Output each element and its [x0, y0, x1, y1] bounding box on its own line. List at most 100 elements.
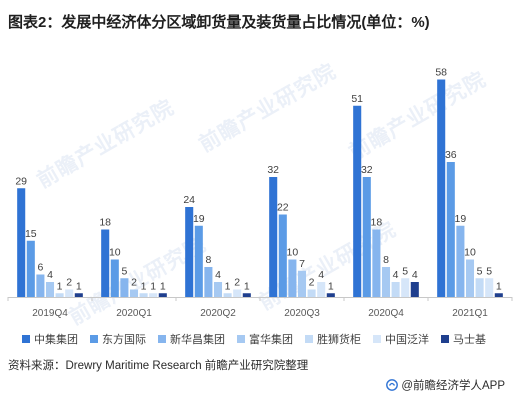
bar: [465, 259, 475, 297]
legend-swatch: [441, 335, 449, 343]
legend-swatch: [373, 335, 381, 343]
data-label: 5: [121, 265, 127, 277]
bar: [446, 162, 455, 297]
data-label: 18: [371, 217, 383, 229]
chart-legend: 中集集团 东方国际 新华昌集团 富华集团 胜狮货柜 中国泛洋 马士基: [22, 331, 486, 347]
credit-text: @前瞻经济学人APP: [401, 380, 505, 392]
data-label: 5: [477, 265, 483, 277]
data-label: 24: [183, 194, 195, 206]
x-tick-label: 2020Q4: [368, 308, 404, 319]
legend-label: 马士基: [453, 334, 486, 346]
data-label: 6: [37, 262, 43, 274]
bar: [317, 282, 326, 297]
bar: [410, 282, 419, 297]
bar: [233, 289, 242, 297]
x-tick-label: 2020Q2: [200, 308, 236, 319]
data-source-note: 资料来源：Drewry Maritime Research 前瞻产业研究院整理: [8, 360, 309, 372]
data-label: 19: [193, 213, 205, 225]
data-label: 4: [318, 269, 324, 281]
data-label: 2: [234, 277, 240, 289]
data-label: 10: [464, 247, 476, 259]
legend-item: 中集集团: [22, 331, 78, 347]
data-label: 22: [277, 202, 289, 214]
bar: [65, 289, 74, 297]
bar: [129, 289, 139, 297]
legend-label: 胜狮货柜: [317, 334, 361, 346]
legend-item: 富华集团: [237, 331, 293, 347]
legend-label: 东方国际: [102, 334, 146, 346]
data-label: 2: [66, 277, 72, 289]
data-label: 58: [435, 67, 447, 79]
chart-title: 图表2：发展中经济体分区域卸货量及装货量占比情况(单位：%): [8, 14, 430, 31]
bar: [185, 207, 194, 297]
bar: [213, 282, 223, 297]
bar: [242, 293, 251, 297]
legend-swatch: [90, 335, 98, 343]
legend-item: 马士基: [441, 331, 486, 347]
data-label: 5: [486, 265, 492, 277]
x-tick-label: 2019Q4: [32, 308, 68, 319]
bar: [485, 278, 494, 297]
data-label: 1: [76, 280, 82, 292]
bar: [326, 293, 335, 297]
legend-label: 中国泛洋: [385, 334, 429, 346]
bar: [456, 225, 465, 297]
bar: [391, 282, 400, 297]
data-label: 2: [309, 277, 315, 289]
data-label: 1: [496, 280, 502, 292]
data-label: 1: [225, 280, 231, 292]
legend-swatch: [22, 335, 30, 343]
data-label: 1: [160, 280, 166, 292]
data-label: 7: [299, 258, 305, 270]
qianzhan-logo-icon: [386, 379, 399, 391]
legend-swatch: [305, 335, 313, 343]
bar: [74, 293, 83, 297]
bar: [381, 267, 391, 297]
legend-label: 富华集团: [249, 334, 293, 346]
bar: [17, 188, 26, 297]
data-label: 19: [455, 213, 467, 225]
bar: [494, 293, 503, 297]
bar: [204, 267, 213, 297]
data-label: 4: [412, 269, 418, 281]
data-label: 29: [15, 175, 27, 187]
bar: [194, 225, 203, 297]
data-label: 1: [150, 280, 156, 292]
data-label: 1: [328, 280, 334, 292]
bar: [26, 240, 35, 297]
bar: [55, 293, 64, 297]
data-label: 1: [57, 280, 63, 292]
legend-item: 胜狮货柜: [305, 331, 361, 347]
data-label: 10: [287, 247, 299, 259]
bar: [139, 293, 148, 297]
data-label: 1: [141, 280, 147, 292]
legend-item: 东方国际: [90, 331, 146, 347]
data-label: 4: [393, 269, 399, 281]
bar: [45, 282, 55, 297]
bar: [269, 177, 278, 297]
bar: [158, 293, 167, 297]
bar: [307, 289, 316, 297]
data-label: 15: [25, 228, 37, 240]
legend-item: 新华昌集团: [158, 331, 225, 347]
data-label: 51: [351, 93, 363, 105]
x-tick-label: 2020Q3: [284, 308, 320, 319]
data-label: 1: [244, 280, 250, 292]
bar: [353, 105, 362, 297]
bar: [437, 79, 446, 297]
legend-swatch: [237, 335, 245, 343]
data-label: 8: [205, 254, 211, 266]
bar: [372, 229, 381, 297]
x-tick-label: 2021Q1: [452, 308, 488, 319]
bar: [120, 278, 129, 297]
data-label: 2: [131, 277, 137, 289]
bar: [288, 259, 297, 297]
legend-label: 新华昌集团: [170, 334, 225, 346]
bar: [297, 270, 307, 297]
data-label: 32: [361, 164, 373, 176]
bar: [362, 177, 371, 297]
bar: [101, 229, 110, 297]
bar: [475, 278, 484, 297]
